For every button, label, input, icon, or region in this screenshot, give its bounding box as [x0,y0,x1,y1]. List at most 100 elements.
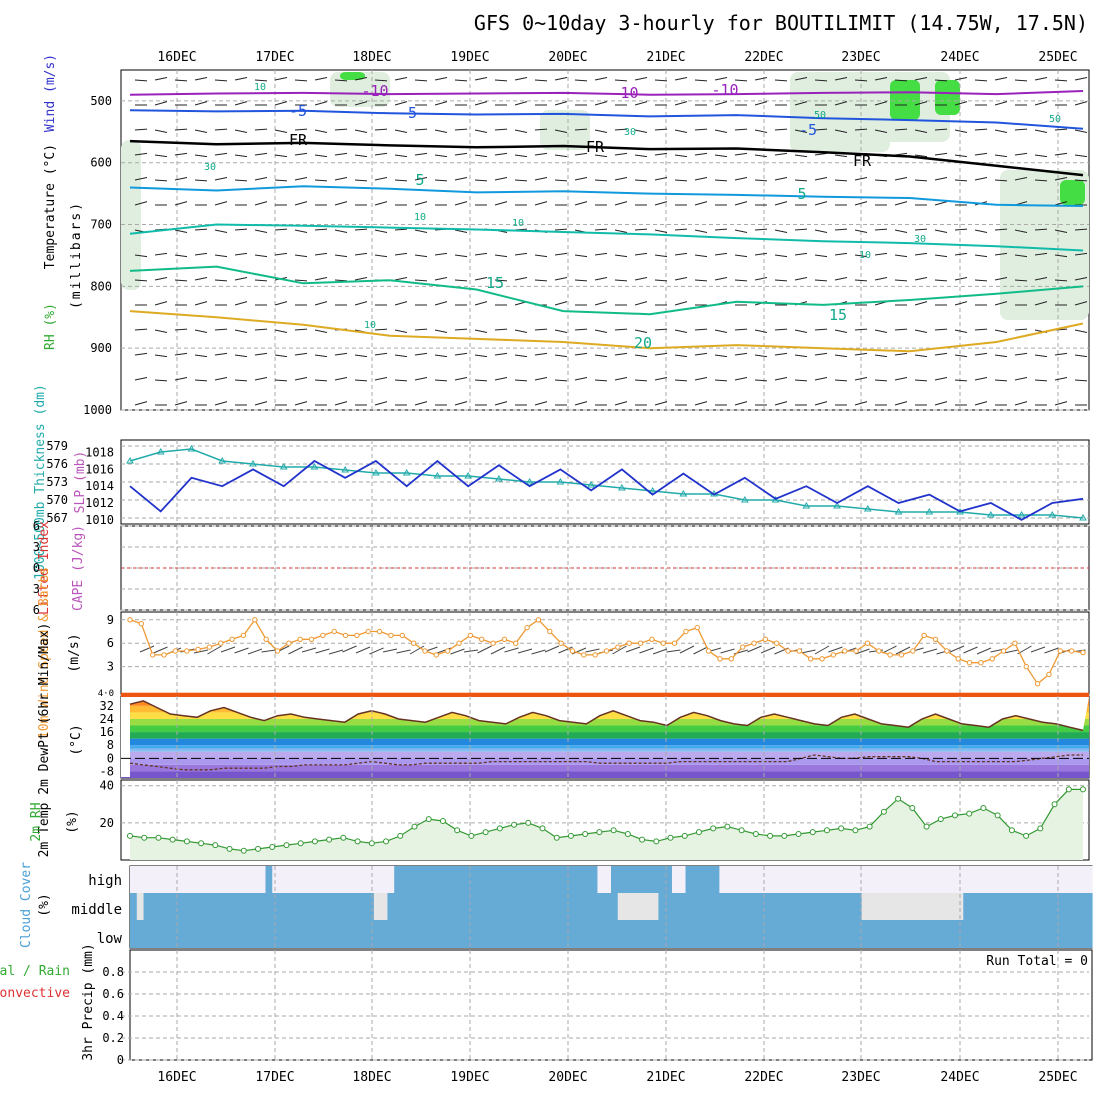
wind-barb [474,77,488,81]
wind-speed-marker [932,636,939,642]
wind-barb [374,229,388,233]
cloud-cell [502,866,510,893]
wind-speed-marker [444,648,451,654]
wind-barb [234,154,248,158]
wind-barb [174,328,188,331]
wind-barb [474,154,488,158]
wind-barb [154,154,168,158]
slp-axis-ticks: 567 570 573 576 579 1010 1012 1014 1016 1018 [46,439,114,527]
wind-axis-ticks: 3 6 9 4·0 [98,613,114,699]
wind-barb [414,128,428,131]
wind-barb [974,79,988,82]
wind-barb [374,152,388,156]
cloud-cell [909,893,917,920]
cloud-cell [319,893,328,920]
rh-marker [681,832,688,839]
wind-barb [334,152,348,156]
top-date-label: 24DEC [940,50,979,65]
cloud-cell [854,893,863,920]
wind-barb [134,128,148,131]
wind-barb [494,128,508,131]
thickness-tick-label: 573 [46,475,68,489]
rh-tick-label: 20 [100,816,114,830]
cloud-cell [421,920,430,948]
cloud-cell [976,893,985,920]
contour-label: 30 [624,127,636,138]
wind-barb [294,401,308,406]
wind-speed-marker [773,640,780,646]
temperature-label: Temperature (°C) [43,144,58,269]
wind-barb [594,277,608,281]
wind-barb [814,79,828,82]
rh-marker [880,808,887,815]
cloud-cell [732,893,741,920]
cloud-cell [886,920,894,948]
wind-barb [834,329,848,333]
cloud-cell [333,893,341,920]
temperature-band [121,732,1089,739]
cloud-cell [699,893,707,920]
cloud-cell [712,866,720,893]
wind-barb [714,77,728,81]
wind-barb [794,77,808,81]
cloud-cell [353,866,361,893]
cloud-cell [295,920,304,948]
wind-barb [654,229,668,233]
wind-barb [914,301,928,306]
wind-speed-marker [524,624,530,631]
stability-panel: 6 3 0 3 6 Lifted Index CAPE (J/kg) [33,519,1090,617]
wind-barb [134,377,148,381]
wind-barb [294,79,308,82]
cloud-cell [508,920,516,948]
pressure-axis-ticks: 500 600 700 800 900 1000 [83,94,112,417]
thickness-marker [464,472,473,479]
cloud-cell [367,893,375,920]
wind-barb [1014,79,1028,82]
thickness-tick-label: 570 [46,493,68,507]
wind-barb [934,201,948,206]
wind-barb [394,252,408,256]
wind-barb [434,252,448,256]
wind-barb [954,329,968,333]
wind-barb [194,101,208,106]
surface-wind-barb [463,649,479,653]
wind-speed-marker [342,632,349,639]
wind-barb [294,177,308,181]
cloud-cell [760,866,768,893]
rh-tick-label: 40 [100,779,114,793]
wind-barb [514,77,528,81]
wind-barb [214,328,228,331]
wind-barb [614,279,628,282]
wind-barb [194,277,208,281]
cloud-cell [514,920,523,948]
wind-barb [474,179,488,182]
wind-barb [1034,228,1048,231]
cloud-cell [434,893,443,920]
cloud-cell [373,893,382,920]
wind-speed-marker [1034,681,1041,687]
li-tick-label: 6 [33,603,40,617]
wind-barb [934,254,948,258]
contour-label: -5 [799,121,817,139]
rh-marker [383,838,390,845]
rh-marker [169,836,176,843]
cloud-cell [130,920,138,948]
cloud-cell [315,920,323,948]
wind-barb [474,129,488,133]
cloud-cell [275,920,284,948]
precip-axis-ticks: 0 0.2 0.4 0.6 0.8 [102,965,124,1067]
wind-speed-marker [921,632,927,639]
cloud-cell [868,866,876,893]
wind-barb [634,101,648,106]
cloud-cell [251,866,260,893]
rh-series [127,786,1086,860]
wind-barb [854,201,868,206]
surface-wind-barb [234,647,249,654]
wind-barb [254,401,268,406]
rh-marker [582,831,589,837]
cloud-cell [189,920,197,948]
cloud-cover-cells [130,866,1093,948]
cloud-cell [415,920,423,948]
cloud-cell [611,866,619,893]
